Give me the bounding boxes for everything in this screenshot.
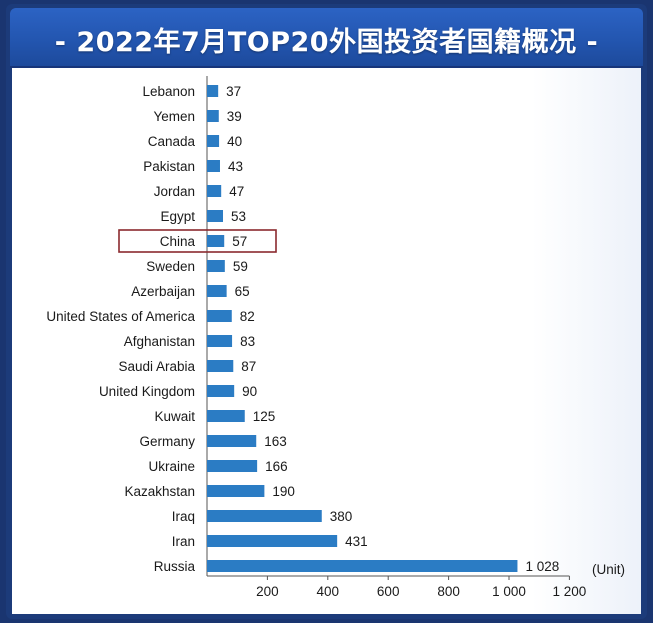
bar — [207, 435, 257, 447]
category-label: Germany — [139, 434, 195, 449]
bar — [207, 535, 338, 547]
value-label: 57 — [232, 234, 247, 249]
value-label: 43 — [228, 159, 243, 174]
value-label: 40 — [227, 134, 242, 149]
bar — [207, 235, 225, 247]
value-label: 37 — [226, 84, 241, 99]
bar — [207, 285, 227, 297]
category-label: Canada — [148, 134, 196, 149]
value-label: 163 — [264, 434, 287, 449]
category-label: United Kingdom — [99, 384, 195, 399]
bar — [207, 410, 245, 422]
value-label: 125 — [253, 409, 276, 424]
bar — [207, 560, 518, 572]
category-label: Kazakhstan — [124, 484, 195, 499]
category-label: Kuwait — [154, 409, 195, 424]
bar-chart: Lebanon 37 Yemen 39 Canada 40 Pakistan 43 Jordan… — [46, 76, 625, 599]
x-tick-label: 1 200 — [553, 584, 587, 599]
category-label: China — [160, 234, 196, 249]
category-label: Jordan — [154, 184, 195, 199]
value-label: 87 — [241, 359, 256, 374]
category-label: Pakistan — [143, 159, 195, 174]
category-label: Azerbaijan — [131, 284, 195, 299]
value-label: 39 — [227, 109, 242, 124]
value-label: 82 — [240, 309, 255, 324]
value-label: 166 — [265, 459, 288, 474]
watermark-text: 大致视频 — [29, 600, 78, 614]
title-bar: - 2022年7月TOP20外国投资者国籍概况 - — [10, 8, 643, 68]
highlight-box — [118, 229, 277, 253]
value-label: 47 — [229, 184, 244, 199]
bar — [207, 85, 219, 97]
category-label: Afghanistan — [124, 334, 195, 349]
bar — [207, 510, 322, 522]
x-tick-label: 1 000 — [492, 584, 526, 599]
panel-shade — [532, 68, 641, 614]
bar — [207, 135, 220, 147]
bar — [207, 460, 258, 472]
value-label: 83 — [240, 334, 255, 349]
x-tick-label: 800 — [437, 584, 460, 599]
value-label: 190 — [272, 484, 295, 499]
chart-title: - 2022年7月TOP20外国投资者国籍概况 - — [54, 27, 599, 58]
value-label: 53 — [231, 209, 246, 224]
value-label: 380 — [330, 509, 353, 524]
x-tick-label: 400 — [317, 584, 340, 599]
category-label: Russia — [154, 559, 196, 574]
bar — [207, 360, 234, 372]
bar — [207, 260, 225, 272]
bar — [207, 210, 224, 222]
category-label: Lebanon — [142, 84, 195, 99]
watermark-logo-icon — [12, 602, 26, 613]
category-label: Sweden — [146, 259, 195, 274]
x-tick-label: 200 — [256, 584, 279, 599]
category-label: United States of America — [46, 309, 195, 324]
value-label: 90 — [242, 384, 257, 399]
value-label: 1 028 — [525, 559, 559, 574]
category-label: Saudi Arabia — [118, 359, 195, 374]
unit-label: (Unit) — [592, 562, 625, 577]
bar — [207, 110, 219, 122]
value-label: 431 — [345, 534, 368, 549]
watermark: 大致视频 — [12, 598, 77, 615]
category-label: Iraq — [172, 509, 195, 524]
bar — [207, 335, 233, 347]
bar — [207, 160, 220, 172]
bar — [207, 485, 265, 497]
bar — [207, 185, 222, 197]
category-label: Iran — [172, 534, 195, 549]
value-label: 59 — [233, 259, 248, 274]
category-label: Egypt — [160, 209, 195, 224]
bar — [207, 310, 232, 322]
chart-panel: Lebanon 37 Yemen 39 Canada 40 Pakistan 43 Jordan… — [12, 68, 641, 614]
category-label: Yemen — [153, 109, 195, 124]
x-tick-label: 600 — [377, 584, 400, 599]
category-label: Ukraine — [148, 459, 195, 474]
bar — [207, 385, 235, 397]
value-label: 65 — [235, 284, 250, 299]
